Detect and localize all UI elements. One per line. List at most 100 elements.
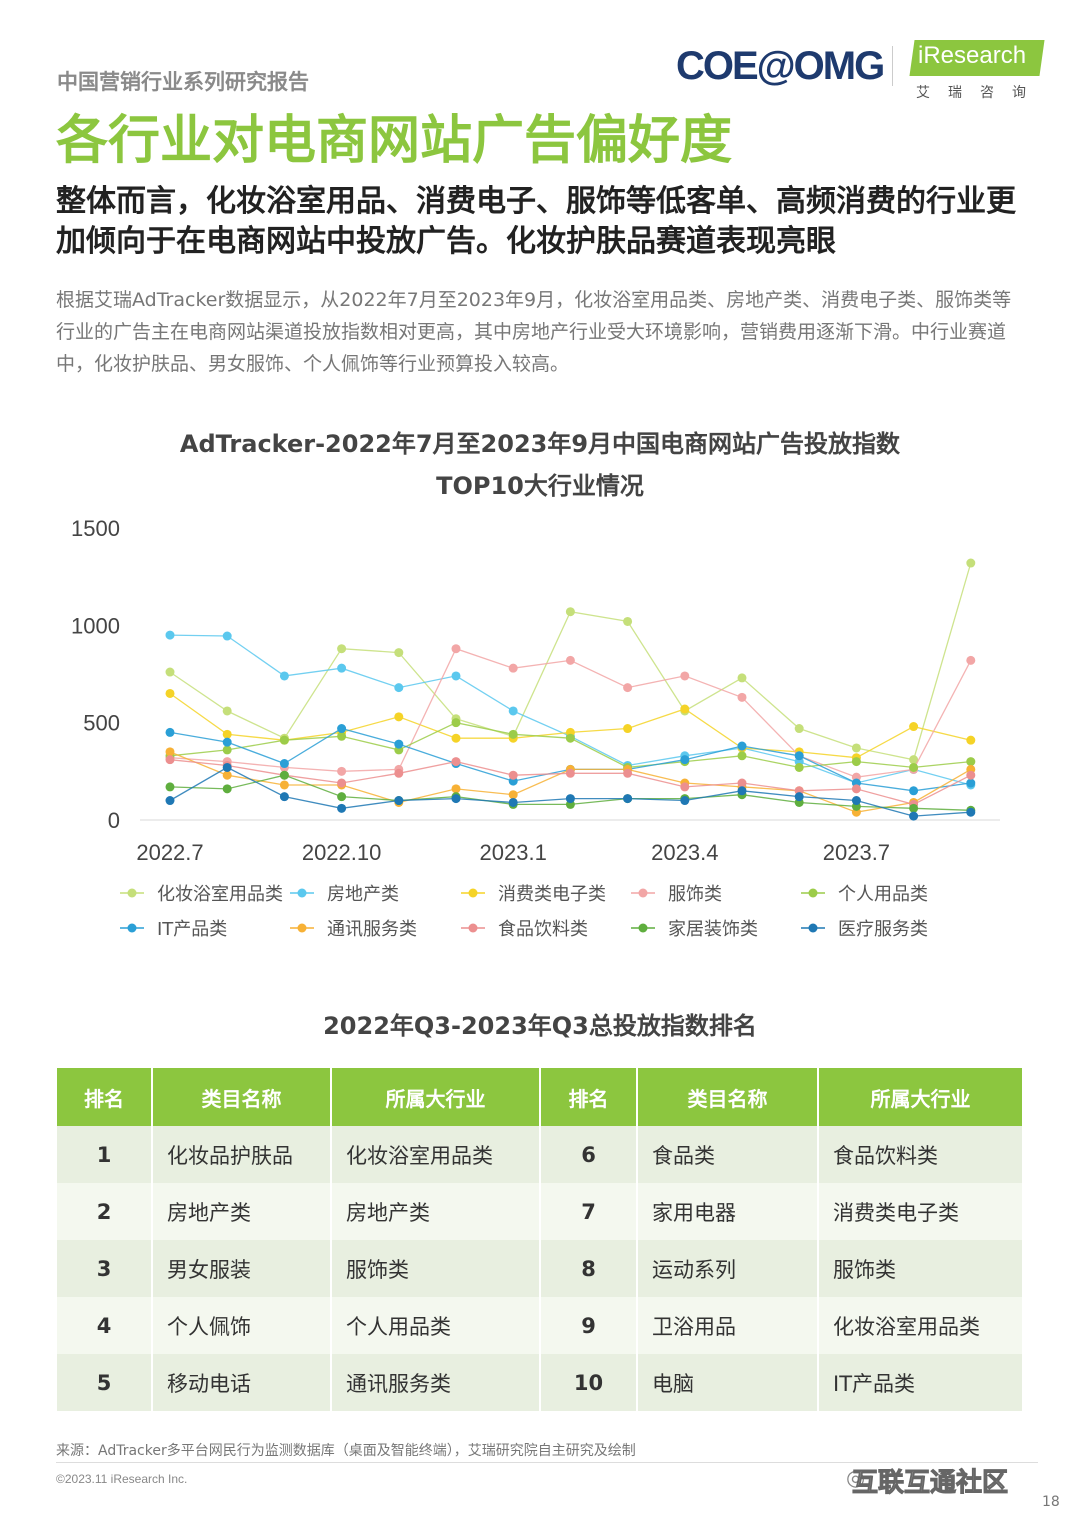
data-point — [165, 667, 175, 677]
data-point — [680, 704, 690, 714]
data-point — [222, 631, 232, 641]
rank-cell: 8 — [540, 1240, 638, 1297]
data-point — [451, 644, 461, 654]
industry-cell: 个人用品类 — [331, 1297, 541, 1354]
data-point — [394, 648, 404, 658]
legend-marker — [127, 923, 137, 933]
industry-cell: 化妆浴室用品类 — [818, 1297, 1024, 1354]
header-rank: 排名 — [57, 1068, 153, 1126]
x-tick-label: 2023.4 — [651, 840, 718, 865]
line-chart: 0 500 1000 1500 2022.7 2022.10 2023.1 2023.4 202… — [71, 516, 1000, 940]
intro-paragraph: 根据艾瑞AdTracker数据显示，从2022年7月至2023年9月，化妆浴室用… — [56, 289, 1012, 375]
data-point — [165, 688, 175, 698]
data-point — [794, 751, 804, 761]
data-point — [394, 796, 404, 806]
rank-cell: 2 — [57, 1183, 153, 1240]
header-category: 类目名称 — [152, 1068, 332, 1126]
page-number: 18 — [1042, 1494, 1060, 1510]
legend-label: 化妆浴室用品类 — [157, 884, 283, 905]
data-point — [909, 786, 919, 796]
data-point — [737, 778, 747, 788]
category-cell: 化妆品护肤品 — [152, 1126, 332, 1183]
data-point — [222, 770, 232, 780]
data-point — [337, 644, 347, 654]
data-point — [222, 762, 232, 772]
rank-cell: 3 — [57, 1240, 153, 1297]
data-point — [565, 794, 575, 804]
data-point — [966, 558, 976, 568]
data-point — [451, 757, 461, 767]
category-cell: 移动电话 — [152, 1354, 332, 1411]
data-point — [565, 655, 575, 665]
data-point — [165, 630, 175, 640]
data-point — [165, 747, 175, 757]
data-point — [165, 796, 175, 806]
data-point — [279, 770, 289, 780]
category-cell: 运动系列 — [637, 1240, 819, 1297]
iresearch-logo: iResearch — [918, 42, 1027, 69]
table-title: 2022年Q3-2023年Q3总投放指数排名 — [323, 1012, 757, 1040]
data-point — [737, 673, 747, 683]
legend-marker — [297, 888, 307, 898]
data-point — [966, 655, 976, 665]
data-point — [623, 724, 633, 734]
data-point — [680, 796, 690, 806]
y-tick-label: 1500 — [71, 516, 120, 541]
logo-divider — [892, 46, 893, 86]
data-point — [737, 751, 747, 761]
data-point — [337, 724, 347, 734]
table-row: 1 化妆品护肤品 化妆浴室用品类 6 食品类 食品饮料类 — [57, 1126, 1024, 1183]
headline: 整体而言，化妆浴室用品、消费电子、服饰等低客单、高频消费的行业更加倾向于在电商网… — [56, 184, 1016, 259]
watermark: 互联互通社区 — [851, 1468, 1009, 1499]
data-point — [222, 784, 232, 794]
data-point — [451, 784, 461, 794]
data-point — [451, 794, 461, 804]
data-point — [623, 616, 633, 626]
table-row: 4 个人佩饰 个人用品类 9 卫浴用品 化妆浴室用品类 — [57, 1297, 1024, 1354]
data-point — [279, 735, 289, 745]
category-cell: 电脑 — [637, 1354, 819, 1411]
copyright: ©2023.11 iResearch Inc. — [56, 1472, 188, 1486]
data-point — [222, 745, 232, 755]
data-point — [451, 718, 461, 728]
data-point — [909, 755, 919, 765]
data-point — [222, 737, 232, 747]
data-point — [337, 731, 347, 741]
source-note: 来源：AdTracker多平台网民行为监测数据库（桌面及智能终端），艾瑞研究院自… — [56, 1443, 636, 1459]
data-point — [337, 778, 347, 788]
category-cell: 个人佩饰 — [152, 1297, 332, 1354]
iresearch-logo-cn: 艾瑞咨询 — [916, 85, 1044, 101]
legend-marker — [297, 923, 307, 933]
data-point — [394, 683, 404, 693]
data-point — [279, 671, 289, 681]
data-point — [337, 663, 347, 673]
y-tick-label: 0 — [108, 808, 120, 833]
data-point — [623, 794, 633, 804]
category-cell: 男女服装 — [152, 1240, 332, 1297]
rank-cell: 5 — [57, 1354, 153, 1411]
data-point — [565, 607, 575, 617]
category-cell: 家用电器 — [637, 1183, 819, 1240]
data-point — [680, 671, 690, 681]
header-category: 类目名称 — [637, 1068, 819, 1126]
legend-marker — [468, 923, 478, 933]
legend-label: 消费类电子类 — [498, 884, 606, 905]
data-point — [909, 722, 919, 732]
data-point — [794, 724, 804, 734]
data-point — [451, 733, 461, 743]
data-point — [165, 727, 175, 737]
data-point — [279, 759, 289, 769]
footer-divider — [56, 1462, 1038, 1463]
rank-cell: 9 — [540, 1297, 638, 1354]
data-point — [966, 770, 976, 780]
data-point — [909, 762, 919, 772]
data-point — [966, 807, 976, 817]
category-cell: 房地产类 — [152, 1183, 332, 1240]
industry-cell: 服饰类 — [818, 1240, 1024, 1297]
industry-cell: 消费类电子类 — [818, 1183, 1024, 1240]
data-point — [851, 784, 861, 794]
data-point — [737, 741, 747, 751]
wechat-icon: ◎ — [846, 1466, 866, 1491]
legend-label: 食品饮料类 — [498, 919, 588, 940]
data-point — [966, 757, 976, 767]
